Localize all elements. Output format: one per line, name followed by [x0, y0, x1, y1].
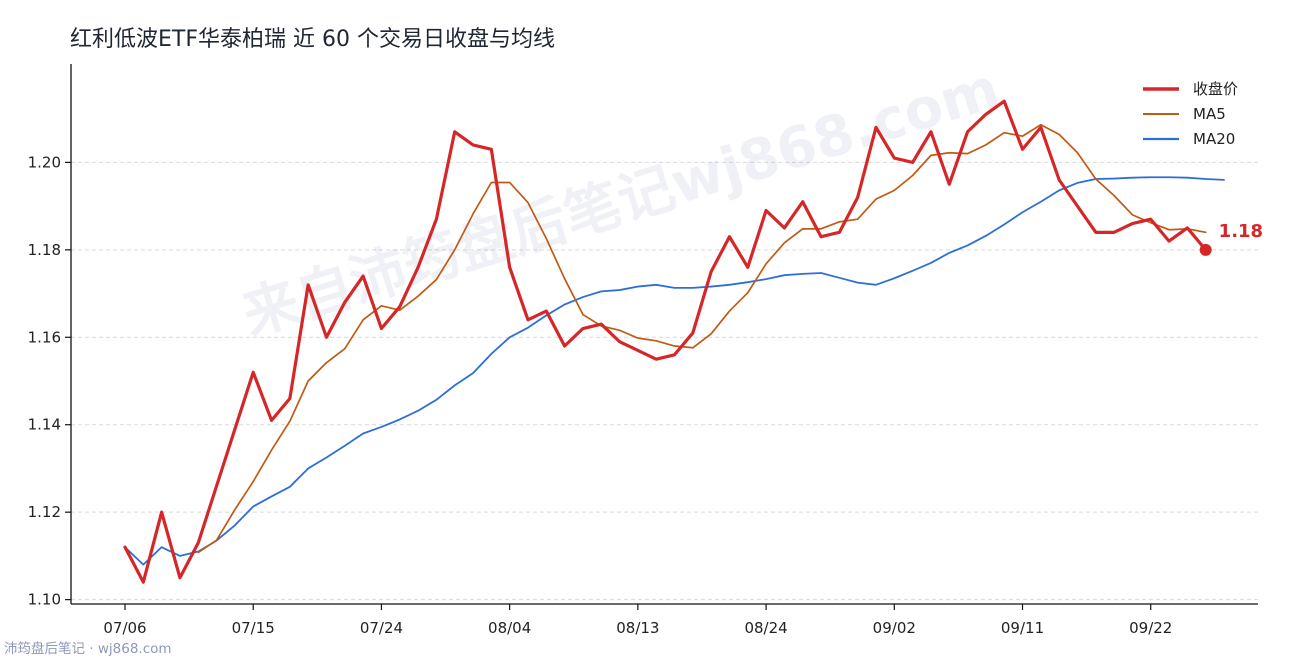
legend-label: MA5 — [1193, 105, 1226, 123]
x-tick-label: 09/11 — [1001, 619, 1044, 637]
axes — [70, 64, 1258, 605]
watermark: 来自沛筠盘后笔记wj868.com — [235, 56, 1007, 348]
x-axis-ticks: 07/06 07/15 07/24 08/04 08/13 08/24 09/02 09/11… — [103, 604, 1172, 637]
series-lines — [123, 99, 1225, 584]
legend-label: 收盘价 — [1193, 80, 1238, 98]
x-tick-label: 08/24 — [744, 619, 787, 637]
y-tick-label: 1.14 — [28, 416, 61, 434]
x-tick-label: 09/22 — [1129, 619, 1172, 637]
y-tick-label: 1.12 — [28, 503, 61, 521]
x-tick-label: 07/06 — [103, 619, 146, 637]
y-tick-label: 1.18 — [28, 241, 61, 259]
x-tick-label: 08/13 — [616, 619, 659, 637]
series-line-1 — [197, 123, 1207, 554]
last-close-point — [1199, 243, 1212, 256]
chart-title: 红利低波ETF华泰柏瑞 近 60 个交易日收盘与均线 — [70, 27, 555, 52]
x-tick-label: 08/04 — [488, 619, 531, 637]
x-tick-label: 07/24 — [360, 619, 403, 637]
legend: 收盘价 MA5 MA20 — [1143, 80, 1238, 148]
x-tick-label: 07/15 — [232, 619, 275, 637]
grid-lines — [71, 161, 1258, 601]
x-tick-label: 09/02 — [873, 619, 916, 637]
y-tick-label: 1.20 — [28, 153, 61, 171]
series-line-2 — [124, 176, 1225, 566]
y-tick-label: 1.10 — [28, 591, 61, 609]
series-line-0 — [123, 99, 1208, 584]
y-axis-ticks: 1.10 1.12 1.14 1.16 1.18 1.20 — [28, 153, 71, 609]
last-close-label: 1.18 — [1219, 221, 1263, 242]
footer-source: 沛筠盘后笔记 · wj868.com — [4, 641, 172, 657]
y-tick-label: 1.16 — [28, 328, 61, 346]
legend-label: MA20 — [1193, 130, 1235, 148]
